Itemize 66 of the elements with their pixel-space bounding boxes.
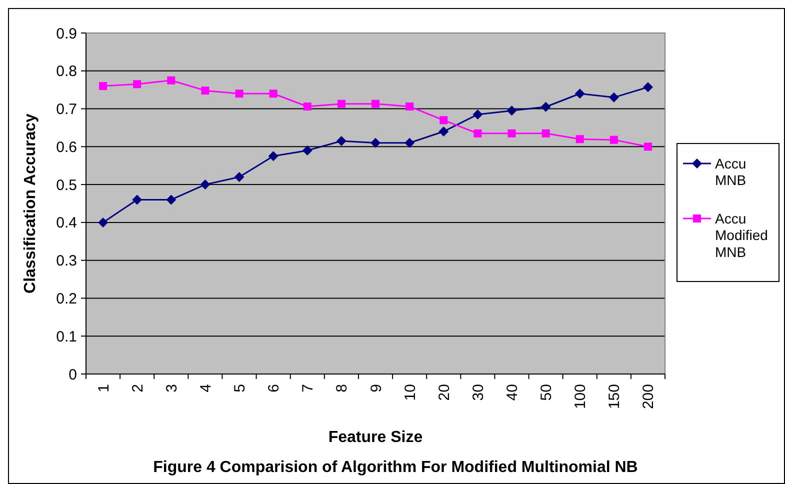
x-tick-label: 9: [368, 384, 385, 392]
point: [337, 100, 346, 108]
point: [166, 194, 176, 205]
x-tick-label: 40: [504, 384, 521, 401]
point: [438, 126, 449, 137]
x-tick-label: 50: [538, 384, 556, 401]
y-tick-label: 0: [68, 366, 77, 384]
point: [474, 129, 482, 138]
point: [268, 151, 278, 162]
point: [235, 90, 244, 98]
point: [234, 172, 244, 182]
point: [336, 136, 346, 146]
y-axis-title: Classification Accuracy: [22, 113, 39, 294]
point: [542, 129, 550, 138]
y-tick-label: 0.8: [56, 63, 77, 80]
x-tick-label: 4: [197, 384, 214, 392]
x-tick-label: 150: [606, 384, 624, 410]
point: [303, 102, 312, 111]
x-tick-label: 7: [300, 384, 317, 392]
point: [406, 102, 414, 111]
point: [610, 136, 618, 144]
y-tick-label: 0.5: [56, 176, 77, 194]
point: [302, 145, 312, 156]
x-tick-label: 5: [232, 384, 249, 392]
y-tick-label: 0.2: [56, 290, 77, 308]
legend-label: Accu MNB: [715, 155, 746, 188]
point: [574, 88, 585, 99]
point: [642, 82, 653, 92]
point: [472, 109, 483, 120]
legend-label: Accu Modified MNB: [715, 210, 768, 260]
point: [200, 180, 210, 190]
point: [269, 90, 278, 98]
point: [506, 106, 517, 116]
x-tick-label: 6: [266, 384, 283, 392]
x-tick-label: 200: [640, 384, 658, 410]
x-tick-label: 1: [95, 384, 112, 392]
point: [133, 80, 142, 88]
point: [201, 86, 210, 95]
y-tick-label: 0.6: [56, 138, 77, 156]
x-axis-title: Feature Size: [328, 429, 423, 446]
x-tick-label: 3: [163, 384, 180, 392]
point: [167, 76, 176, 84]
point: [99, 82, 108, 90]
point: [576, 135, 584, 144]
x-tick-label: 100: [572, 384, 590, 410]
y-tick-label: 0.1: [56, 328, 77, 346]
point: [540, 102, 551, 112]
x-tick-label: 8: [334, 384, 351, 392]
point: [608, 92, 619, 102]
x-tick-label: 2: [129, 384, 146, 392]
point: [372, 100, 380, 108]
y-tick-label: 0.9: [56, 25, 77, 42]
y-tick-label: 0.4: [56, 214, 77, 232]
x-tick-label: 20: [436, 384, 453, 401]
point: [132, 194, 142, 205]
point: [440, 116, 448, 124]
point: [508, 129, 516, 138]
point: [644, 142, 652, 151]
point: [98, 217, 108, 228]
x-tick-label: 30: [470, 384, 487, 401]
point: [404, 138, 415, 148]
y-tick-label: 0.3: [56, 252, 77, 270]
x-tick-label: 10: [402, 384, 419, 401]
y-tick-label: 0.7: [56, 101, 77, 118]
point: [370, 138, 380, 148]
caption: Figure 4 Comparision of Algorithm For Modified Multinomial NB: [153, 459, 638, 476]
